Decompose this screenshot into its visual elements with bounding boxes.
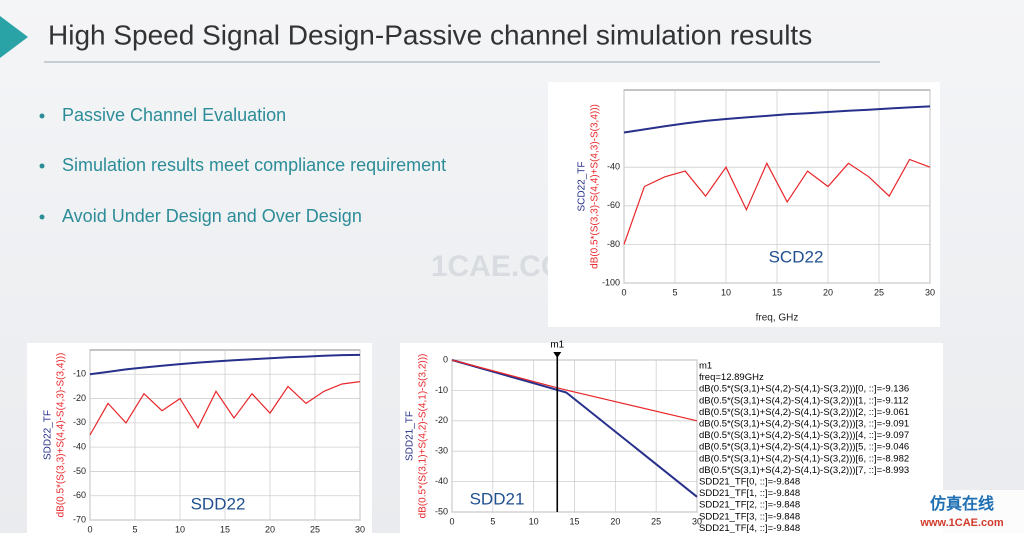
x-tick-label: 30 <box>925 287 935 297</box>
y-tick-label: -70 <box>73 514 86 524</box>
chart: 0 5 10 15 20 25 30 -70 -60 -50 -40 -30 -20 -10 SDD22_T… <box>27 343 372 533</box>
y-tick-label: -80 <box>607 239 620 249</box>
x-tick-label: 10 <box>529 516 539 526</box>
x-tick-label: 20 <box>265 524 275 533</box>
bullet: Avoid Under Design and Over Design <box>62 206 362 226</box>
readout-freq: freq=12.89GHz <box>699 372 764 383</box>
readout-line: SDD21_TF[1, ::]=-9.848 <box>699 488 800 499</box>
y-tick-label: 0 <box>443 354 448 364</box>
chart-annotation: SDD22 <box>191 494 246 513</box>
x-tick-label: 15 <box>569 516 579 526</box>
y-axis-label: SDD22_TF <box>43 410 54 460</box>
x-tick-label: 30 <box>692 516 702 526</box>
readout-line: dB(0.5*(S(3,1)+S(4,2)-S(4,1)-S(3,2)))[3,… <box>699 419 909 430</box>
series-line <box>451 359 698 498</box>
y-tick-label: -60 <box>73 490 86 500</box>
bullet-dot <box>39 113 45 119</box>
marker-head <box>553 352 562 358</box>
y-axis-label: SDD21_TF <box>405 411 416 461</box>
y-tick-label: -40 <box>73 442 86 452</box>
y-axis-label: dB(0.5*(S(3,1)+S(4,2)-S(4,1)-S(3,2))) <box>418 354 429 519</box>
bullet: Passive Channel Evaluation <box>62 105 286 125</box>
y-axis-label: dB(0.5*(S(3,3)+S(4,4)-S(4,3)-S(3,4))) <box>56 353 67 518</box>
y-tick-label: -100 <box>602 277 620 287</box>
y-axis-label: dB(0.5*(S(3,3)-S(4,4)+S(4,3)-S(3,4))) <box>590 104 601 269</box>
y-tick-label: -30 <box>435 446 448 456</box>
x-tick-label: 25 <box>310 524 320 533</box>
x-tick-label: 25 <box>874 287 884 297</box>
x-tick-label: 5 <box>490 516 495 526</box>
y-tick-label: -20 <box>435 415 448 425</box>
x-tick-label: 20 <box>823 287 833 297</box>
y-axis-label: SCD22_TF <box>577 161 588 211</box>
readout-line: SDD21_TF[2, ::]=-9.848 <box>699 500 800 511</box>
x-tick-label: 0 <box>449 516 454 526</box>
x-tick-label: 5 <box>132 524 137 533</box>
y-tick-label: -10 <box>73 369 86 379</box>
readout-title: m1 <box>699 361 712 372</box>
readout-line: dB(0.5*(S(3,1)+S(4,2)-S(4,1)-S(3,2)))[0,… <box>699 384 909 395</box>
readout-line: dB(0.5*(S(3,1)+S(4,2)-S(4,1)-S(3,2)))[6,… <box>699 453 909 464</box>
readout-line: dB(0.5*(S(3,1)+S(4,2)-S(4,1)-S(3,2)))[5,… <box>699 442 909 453</box>
x-tick-label: 0 <box>87 524 92 533</box>
series-line <box>623 158 931 245</box>
bullet-dot <box>39 214 45 220</box>
slide-title: High Speed Signal Design-Passive channel… <box>48 19 812 50</box>
readout-line: dB(0.5*(S(3,1)+S(4,2)-S(4,1)-S(3,2)))[2,… <box>699 407 909 418</box>
x-tick-label: 10 <box>175 524 185 533</box>
y-tick-label: -40 <box>435 476 448 486</box>
x-tick-label: 15 <box>220 524 230 533</box>
y-tick-label: -40 <box>607 162 620 172</box>
title-arrow <box>0 16 28 58</box>
series-line <box>451 359 698 422</box>
chart-annotation: SDD21 <box>470 489 525 508</box>
readout-line: dB(0.5*(S(3,1)+S(4,2)-S(4,1)-S(3,2)))[1,… <box>699 395 908 406</box>
series-line <box>89 381 361 436</box>
marker-name: m1 <box>550 340 564 351</box>
brand-box <box>900 490 1024 533</box>
y-tick-label: -10 <box>435 385 448 395</box>
x-tick-label: 20 <box>610 516 620 526</box>
brand: 仿真在线 <box>930 494 994 513</box>
readout-line: SDD21_TF[3, ::]=-9.848 <box>699 511 800 522</box>
brand-url: www.1CAE.com <box>919 517 1004 529</box>
x-tick-label: 30 <box>355 524 365 533</box>
y-tick-label: -30 <box>73 417 86 427</box>
y-tick-label: -50 <box>435 506 448 516</box>
x-tick-label: 5 <box>672 287 677 297</box>
y-tick-label: -20 <box>73 393 86 403</box>
readout-line: dB(0.5*(S(3,1)+S(4,2)-S(4,1)-S(3,2)))[7,… <box>699 465 909 476</box>
x-tick-label: 15 <box>772 287 782 297</box>
y-tick-label: -60 <box>607 200 620 210</box>
chart-annotation: SCD22 <box>769 247 824 266</box>
x-axis-label: freq, GHz <box>756 313 799 324</box>
chart: 0 5 10 15 20 25 30 -100 -80 -60 -40 freq, GHz SCD22_… <box>548 82 940 327</box>
x-tick-label: 25 <box>651 516 661 526</box>
series-line <box>623 105 931 134</box>
x-tick-label: 0 <box>621 287 626 297</box>
y-tick-label: -50 <box>73 466 86 476</box>
x-tick-label: 10 <box>721 287 731 297</box>
readout-line: SDD21_TF[4, ::]=-9.848 <box>699 523 800 533</box>
bullet-dot <box>39 163 45 169</box>
bullet: Simulation results meet compliance requi… <box>62 155 446 175</box>
series-line <box>89 353 361 376</box>
readout-line: dB(0.5*(S(3,1)+S(4,2)-S(4,1)-S(3,2)))[4,… <box>699 430 909 441</box>
readout-line: SDD21_TF[0, ::]=-9.848 <box>699 477 800 488</box>
